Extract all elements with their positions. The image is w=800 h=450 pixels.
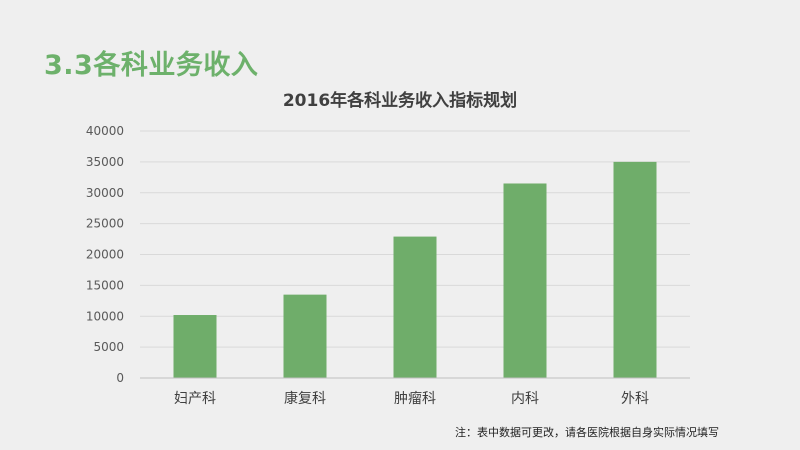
bar-4: [613, 161, 657, 378]
y-tick-label: 20000: [86, 248, 124, 262]
bars: [173, 161, 657, 378]
bar-2: [393, 236, 437, 378]
x-category-label: 妇产科: [174, 390, 216, 407]
y-tick-label: 10000: [86, 309, 124, 323]
y-tick-label: 15000: [86, 278, 124, 292]
x-axis-category-labels: 妇产科 康复科 肿瘤科 内科 外科: [174, 390, 649, 407]
y-tick-label: 35000: [86, 155, 124, 169]
bar-3: [503, 183, 547, 378]
bar-0: [173, 315, 217, 378]
y-tick-label: 30000: [86, 186, 124, 200]
bar-1: [283, 294, 327, 378]
x-category-label: 外科: [621, 391, 649, 407]
y-tick-label: 0: [116, 371, 124, 385]
y-tick-label: 40000: [86, 124, 124, 138]
chart-title: 2016年各科业务收入指标规划: [282, 91, 518, 111]
footnote: 注：表中数据可更改，请各医院根据自身实际情况填写: [455, 426, 719, 439]
y-tick-label: 5000: [93, 340, 124, 354]
x-category-label: 内科: [511, 391, 539, 407]
section-title: 3.3各科业务收入: [44, 50, 259, 81]
y-tick-label: 25000: [86, 217, 124, 231]
x-category-label: 康复科: [284, 390, 326, 407]
x-category-label: 肿瘤科: [394, 390, 436, 407]
y-axis-tick-labels: 0 5000 10000 15000 20000 25000 30000 35000 40000: [86, 124, 124, 385]
